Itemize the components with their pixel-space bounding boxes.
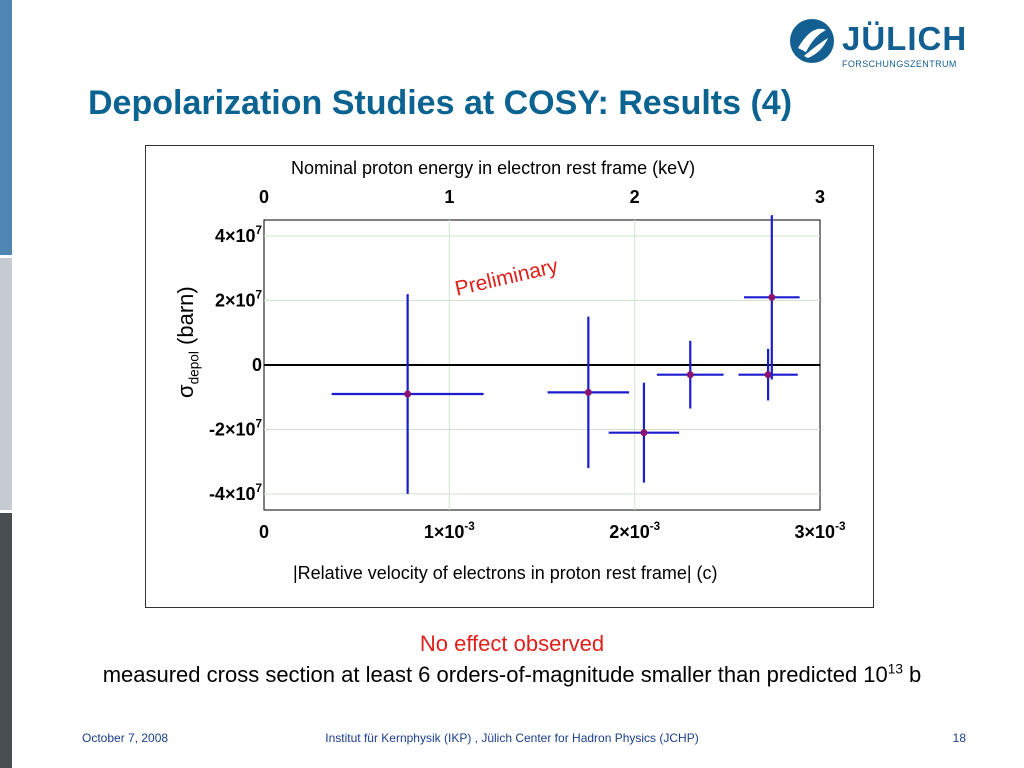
sidebar-stripe-light — [0, 258, 12, 510]
sidebar-stripe-dark — [0, 513, 12, 768]
data-point — [738, 348, 798, 401]
x-tick-label: 0 — [259, 522, 269, 542]
x-tick-label: 3×10-3 — [795, 520, 846, 542]
data-point — [744, 215, 800, 380]
y-tick-label: 2×107 — [215, 289, 262, 311]
footer-institute: Institut für Kernphysik (IKP) , Jülich C… — [325, 731, 699, 745]
x2-tick-label: 1 — [444, 187, 454, 207]
data-point — [656, 340, 724, 409]
data-marker — [584, 388, 592, 396]
y-tick-label: 0 — [252, 355, 262, 375]
cross-section-text: measured cross section at least 6 orders… — [102, 662, 888, 687]
y-tick-label: 4×107 — [215, 224, 262, 246]
x2-tick-label: 0 — [259, 187, 269, 207]
preliminary-annotation: Preliminary — [453, 255, 561, 301]
footer-page-number: 18 — [952, 731, 966, 745]
julich-logo-icon — [790, 19, 834, 63]
data-marker — [686, 371, 694, 379]
chart-bottom-axis-label: |Relative velocity of electrons in proto… — [293, 563, 718, 583]
logo-wordmark: JÜLICH — [842, 20, 968, 57]
logo-subtitle: FORSCHUNGSZENTRUM — [842, 59, 957, 69]
data-marker — [768, 293, 776, 301]
chart-frame — [145, 145, 874, 608]
sidebar-stripe-blue — [0, 0, 12, 255]
cross-section-note: measured cross section at least 6 orders… — [0, 662, 1024, 688]
data-marker — [404, 390, 412, 398]
data-point — [547, 316, 630, 469]
x2-tick-label: 2 — [630, 187, 640, 207]
footer-date: October 7, 2008 — [82, 731, 169, 745]
data-marker — [764, 371, 772, 379]
x-tick-label: 2×10-3 — [609, 520, 660, 542]
data-point — [331, 294, 484, 494]
chart-top-axis-label: Nominal proton energy in electron rest f… — [291, 158, 696, 178]
y-tick-label: -4×107 — [209, 482, 262, 504]
data-point — [608, 382, 680, 483]
julich-logo: JÜLICH FORSCHUNGSZENTRUM — [788, 16, 966, 76]
cross-section-unit: b — [902, 662, 922, 687]
slide-title: Depolarization Studies at COSY: Results … — [88, 84, 793, 122]
no-effect-note: No effect observed — [419, 631, 605, 656]
x2-tick-label: 3 — [815, 187, 825, 207]
data-marker — [640, 429, 648, 437]
y-tick-label: -2×107 — [209, 417, 262, 439]
cross-section-exponent: 13 — [887, 661, 903, 677]
x-tick-label: 1×10-3 — [424, 520, 475, 542]
